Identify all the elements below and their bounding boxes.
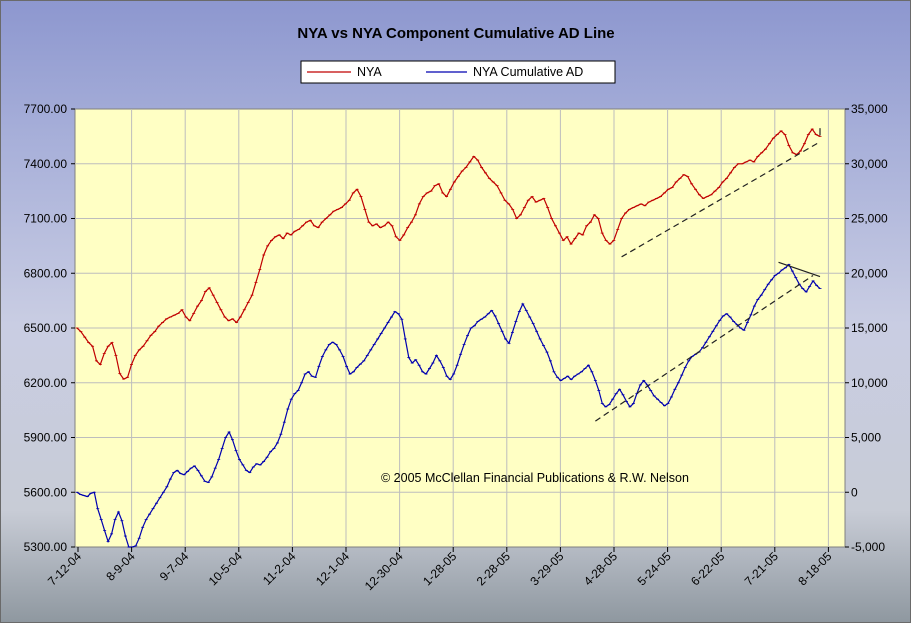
legend-label-nya-ad: NYA Cumulative AD — [473, 65, 583, 79]
copyright-note: © 2005 McClellan Financial Publications … — [381, 471, 689, 485]
y-left-tick-label: 7700.00 — [24, 102, 68, 116]
x-axis-ticks: 7-12-04 8-9-04 9-7-04 10-5-04 11-2-04 12-1-04… — [45, 547, 835, 593]
y-right-tick-label: 25,000 — [851, 212, 888, 226]
x-tick-label: 12-30-04 — [362, 549, 406, 593]
y-left-tick-label: 6200.00 — [24, 376, 68, 390]
horizontal-grid — [75, 163, 845, 493]
series-nya — [75, 128, 822, 380]
y-right-tick-label: 10,000 — [851, 376, 888, 390]
x-tick-label: 7-12-04 — [45, 549, 84, 588]
x-tick-label: 6-22-05 — [688, 549, 727, 588]
series-layer — [75, 128, 822, 548]
y-left-tick-label: 5300.00 — [24, 540, 68, 554]
series-line — [76, 128, 821, 380]
legend: NYA NYA Cumulative AD — [300, 60, 616, 84]
x-tick-label: 1-28-05 — [420, 549, 459, 588]
y-axis-left-ticks: 7700.00 7400.00 7100.00 6800.00 6500.00 6200.… — [24, 102, 75, 554]
y-axis-right-ticks: 35,000 30,000 25,000 20,000 15,000 10,000 5,00… — [845, 102, 888, 554]
nya-support-line — [621, 141, 821, 258]
x-tick-label: 11-2-04 — [260, 549, 299, 588]
y-left-tick-label: 7100.00 — [24, 212, 68, 226]
y-left-tick-label: 6800.00 — [24, 266, 68, 280]
chart-title: NYA vs NYA Component Cumulative AD Line — [297, 25, 614, 42]
x-tick-label: 3-29-05 — [527, 549, 566, 588]
trend-lines — [595, 128, 821, 422]
legend-label-nya: NYA — [357, 65, 382, 79]
y-right-tick-label: 15,000 — [851, 321, 888, 335]
x-tick-label: 8-18-05 — [795, 549, 834, 588]
y-right-tick-label: 0 — [851, 485, 858, 499]
y-left-tick-label: 7400.00 — [24, 157, 68, 171]
y-right-tick-label: 20,000 — [851, 266, 888, 280]
x-tick-label: 7-21-05 — [742, 549, 781, 588]
y-right-tick-label: 30,000 — [851, 157, 888, 171]
x-tick-label: 12-1-04 — [313, 549, 352, 588]
y-left-tick-label: 6500.00 — [24, 321, 68, 335]
y-right-tick-label: 35,000 — [851, 102, 888, 116]
y-left-tick-label: 5900.00 — [24, 431, 68, 445]
y-right-tick-label: -5,000 — [851, 540, 885, 554]
x-tick-label: 10-5-04 — [206, 549, 245, 588]
y-left-tick-label: 5600.00 — [24, 485, 68, 499]
ad-support-line — [595, 274, 814, 422]
x-tick-label: 8-9-04 — [103, 549, 138, 584]
ad-resistance-line — [778, 261, 821, 278]
x-tick-label: 4-28-05 — [581, 549, 620, 588]
x-tick-label: 2-28-05 — [474, 549, 513, 588]
x-tick-label: 5-24-05 — [635, 549, 674, 588]
x-tick-label: 9-7-04 — [157, 549, 192, 584]
y-right-tick-label: 5,000 — [851, 431, 881, 445]
